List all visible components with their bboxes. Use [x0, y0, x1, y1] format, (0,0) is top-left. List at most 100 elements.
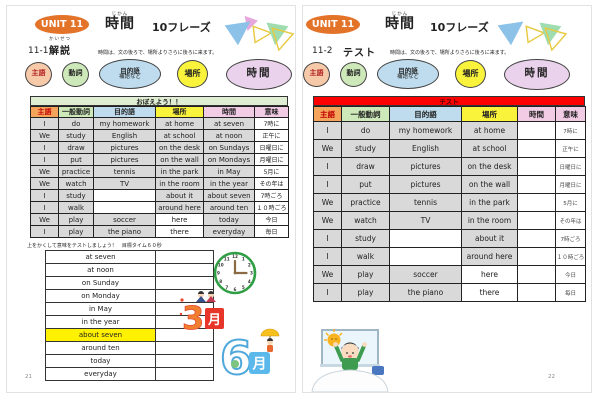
practice-answer-blank: [155, 250, 214, 264]
table-cell: 正午に: [555, 139, 586, 158]
table-cell: play: [58, 225, 94, 238]
table-cell: the piano: [93, 225, 156, 238]
practice-table: at seven at noon on Sunday on Monday in May i…: [45, 250, 214, 381]
table-cell: We: [313, 193, 342, 212]
practice-phrase: on Sunday: [45, 276, 156, 290]
col-header-time: 時間: [203, 106, 255, 118]
page-test: UNIT 11 じかん 時間 10フレーズ 11-2 テスト 時間は、文の後ろで…: [302, 5, 592, 393]
table-cell: watch: [58, 177, 94, 190]
table-cell: here: [155, 213, 204, 226]
table-cell: We: [313, 139, 342, 158]
table-cell: We: [313, 265, 342, 284]
table-cell: I: [30, 201, 59, 214]
waking-boy-illustration: [311, 329, 389, 392]
table-cell: I: [313, 229, 342, 248]
table-cell: around here: [461, 247, 518, 266]
pos-legend: 主語 動詞 目的語 補語など 場所 時間: [303, 57, 570, 91]
table-cell: We: [30, 177, 59, 190]
table-cell: study: [58, 129, 94, 142]
table-cell: pictures: [389, 175, 462, 194]
clock-numeral: 1: [242, 256, 245, 261]
unit-badge: UNIT 11: [306, 15, 360, 34]
table-cell: study: [58, 189, 94, 202]
table-cell: [517, 157, 556, 176]
practice-phrase: everyday: [45, 367, 156, 381]
clock-numeral: 10: [218, 262, 224, 267]
clock-numeral: 5: [242, 285, 245, 290]
practice-row: on Sunday: [45, 276, 214, 290]
pos-legend: 主語 動詞 目的語 補語など 場所 時間: [25, 57, 292, 91]
table-cell: 月曜日に: [555, 175, 586, 194]
table-cell: I: [313, 175, 342, 194]
table-cell: on the wall: [155, 153, 204, 166]
col-header-object: 目的語: [93, 106, 156, 118]
table-cell: there: [155, 225, 204, 238]
table-cell: [517, 121, 556, 140]
unit-title: じかん 時間: [380, 11, 420, 32]
col-header-verb: 一般動詞: [58, 106, 94, 118]
table-cell: around here: [155, 201, 204, 214]
col-header-subject: 主語: [313, 106, 342, 122]
clock-numeral: 6: [234, 287, 237, 292]
practice-row: at noon: [45, 263, 214, 277]
table-cell: in the room: [155, 177, 204, 190]
practice-phrase: on Monday: [45, 289, 156, 303]
table-cell: [517, 283, 556, 302]
table-cell: my homework: [389, 121, 462, 140]
table-cell: I: [313, 157, 342, 176]
table-cell: 日曜日に: [254, 141, 289, 154]
table-cell: about seven: [203, 189, 255, 202]
clock-numeral: 11: [224, 256, 230, 261]
legend-object-line2: 補語など: [396, 73, 419, 80]
table-cell: pictures: [93, 141, 156, 154]
legend-object: 目的語 補語など: [377, 59, 439, 89]
table-cell: everyday: [203, 225, 255, 238]
clock-numeral: 3: [250, 271, 253, 276]
table-cell: walk: [341, 247, 390, 266]
table-cell: play: [341, 265, 390, 284]
table-cell: I: [313, 121, 342, 140]
table-cell: about it: [155, 189, 204, 202]
table-cell: 正午に: [254, 129, 289, 142]
legend-verb: 動詞: [340, 61, 367, 87]
practice-phrase: at seven: [45, 250, 156, 264]
table-cell: my homework: [93, 117, 156, 130]
table-cell: I: [313, 247, 342, 266]
table-cell: on Sundays: [203, 141, 255, 154]
table-cell: We: [30, 129, 59, 142]
table-cell: do: [58, 117, 94, 130]
table-cell: watch: [341, 211, 390, 230]
phrase-count: 10フレーズ: [152, 21, 211, 34]
table-cell: 5月に: [254, 165, 289, 178]
table-cell: [517, 211, 556, 230]
section-title: かいせつ 解説: [49, 36, 71, 57]
unit-title-furigana: じかん: [111, 12, 129, 17]
practice-answer-blank: [155, 276, 214, 290]
legend-subject: 主語: [303, 61, 330, 87]
header-row: 主語 一般動詞 目的語 場所 時間 意味: [30, 106, 289, 118]
table-cell: [389, 229, 462, 248]
table-cell: TV: [93, 177, 156, 190]
table-cell: 毎日: [555, 283, 586, 302]
grammar-note: 時間は、文の後ろで、場所よりさらに後ろに来ます。: [98, 50, 218, 56]
section-title-text: 解説: [49, 46, 71, 57]
table-cell: on the wall: [461, 175, 518, 194]
table-cell: on the desk: [461, 157, 518, 176]
unit-title: じかん 時間: [100, 11, 140, 32]
table-cell: 7時ごろ: [254, 189, 289, 202]
practice-answer-blank: [155, 354, 214, 368]
practice-row: everyday: [45, 367, 214, 381]
section-number: 11-1: [28, 46, 49, 56]
triangles-icon: [497, 21, 568, 51]
col-header-object: 目的語: [389, 106, 462, 122]
